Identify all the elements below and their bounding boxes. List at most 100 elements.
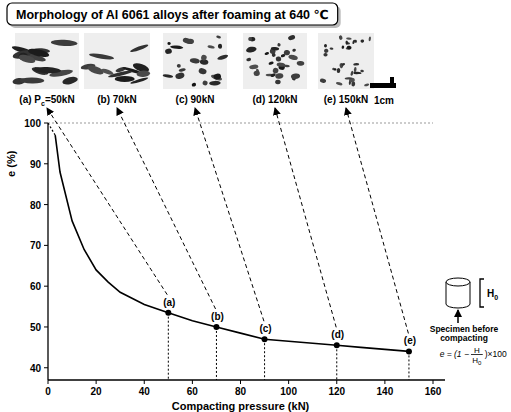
schematic-caption: compacting [440, 333, 488, 343]
foam-pore [115, 76, 135, 82]
x-tick [384, 380, 385, 384]
y-axis-title: e (%) [5, 150, 17, 177]
title-group: Morphology of Al 6061 alloys after foami… [7, 3, 341, 28]
foam-pore [338, 35, 343, 40]
foam-pore [246, 46, 258, 54]
micrograph [318, 33, 374, 89]
panel-caption: (b) 70kN [97, 94, 136, 105]
axes: 020406080100120140160405060708090100Comp… [5, 118, 445, 412]
foam-pore [213, 73, 221, 80]
formula-den-sub: 0 [478, 360, 482, 366]
schematic: H0Specimen beforecompactinge = (1 −HH0)×… [430, 278, 507, 366]
y-tick [44, 163, 48, 164]
x-tick-label: 60 [187, 386, 199, 397]
foam-pore [345, 77, 353, 80]
data-point [334, 342, 340, 348]
x-tick [288, 380, 289, 384]
x-tick [192, 380, 193, 384]
foam-pore [51, 39, 78, 47]
pointer-arrow [275, 108, 336, 327]
foam-pore [264, 51, 269, 55]
pointer-arrow [195, 108, 264, 321]
y-tick-label: 100 [24, 118, 41, 129]
point-label: (b) [211, 311, 224, 322]
fraction-bar [471, 354, 483, 355]
arrows [47, 108, 408, 333]
title-box [7, 3, 338, 25]
x-tick [48, 380, 49, 384]
formula-rhs: )×100 [485, 349, 507, 359]
foam-pore [277, 43, 281, 47]
data-line [48, 123, 55, 135]
micrograph-ground [243, 33, 307, 89]
x-tick [240, 380, 241, 384]
foam-pore [334, 68, 337, 71]
y-tick [44, 367, 48, 368]
cylinder-top [446, 278, 470, 286]
data-point [213, 324, 219, 330]
foam-pore [337, 68, 341, 73]
point-labels: (a)(b)(c)(d)(e) [163, 297, 416, 347]
foam-pore [354, 40, 357, 43]
foam-pore [360, 70, 364, 73]
foam-pore [276, 56, 282, 61]
x-tick [433, 380, 434, 384]
y-tick-label: 60 [30, 281, 42, 292]
micrograph-ground [163, 33, 227, 89]
panel-caption: (c) 90kN [176, 94, 215, 105]
x-tick-label: 0 [45, 386, 51, 397]
foam-pore [272, 67, 279, 74]
foam-pore [275, 80, 281, 85]
point-label: (c) [259, 323, 271, 334]
drop-line [168, 313, 169, 380]
height-label: H0 [487, 288, 498, 301]
y-tick-label: 40 [30, 363, 42, 374]
formula: e = (1 −HH0)×100 [440, 346, 507, 366]
x-tick [144, 380, 145, 384]
foam-pore [341, 63, 345, 66]
y-tick [44, 326, 48, 327]
micrograph-ground [318, 33, 374, 89]
pointer-arrow [346, 108, 408, 333]
x-tick [96, 380, 97, 384]
foam-pore [89, 52, 115, 60]
foam-pore [271, 53, 276, 58]
foam-pore [288, 54, 298, 61]
pointer-arrow [117, 108, 216, 309]
foam-pore [354, 67, 357, 72]
data-point [165, 310, 171, 316]
micrograph [11, 33, 79, 89]
y-tick-label: 50 [30, 322, 42, 333]
x-tick-label: 20 [91, 386, 103, 397]
y-tick-label: 90 [30, 159, 42, 170]
foam-pore [189, 58, 200, 65]
x-tick [336, 380, 337, 384]
point-label: (d) [331, 329, 344, 340]
foam-pore [271, 47, 280, 51]
micrograph-ground [84, 33, 150, 89]
formula-den: H0 [472, 356, 482, 366]
micrograph [163, 33, 229, 89]
foam-pore [248, 37, 252, 42]
foam-pore [360, 39, 364, 43]
y-tick-label: 70 [30, 240, 42, 251]
x-axis [48, 379, 445, 380]
pointer-arrow [457, 310, 459, 323]
panel-caption: (d) 120kN [252, 94, 297, 105]
formula-lhs: e = (1 − [440, 349, 469, 359]
y-tick [44, 123, 48, 124]
foam-pore [268, 61, 274, 65]
caption-text: (a) P [19, 94, 41, 105]
foam-pore [136, 70, 150, 77]
foam-pore [20, 77, 44, 83]
foam-pore [216, 35, 221, 39]
panel-caption: (a) Pc=50kN [19, 94, 74, 107]
foam-pore [182, 37, 192, 45]
height-bracket [480, 279, 484, 307]
micrograph [80, 33, 150, 89]
foam-pore [276, 62, 285, 67]
foam-pore [175, 72, 185, 80]
foam-pore [346, 45, 352, 50]
caption-text: (c) 90kN [176, 94, 215, 105]
pointer-arrow [47, 108, 167, 295]
